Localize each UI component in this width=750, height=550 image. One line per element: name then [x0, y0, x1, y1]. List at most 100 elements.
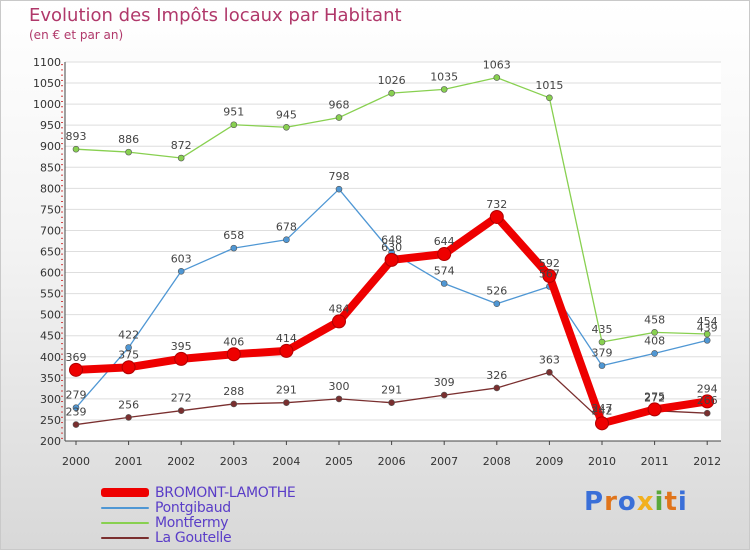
data-label-pontgibaud-2006: 648	[381, 233, 402, 246]
point-la-goutelle-2009	[546, 369, 553, 376]
y-tick-label: 200	[40, 435, 61, 448]
logo-letter: i	[654, 487, 665, 517]
legend-swatch-pontgibaud	[101, 506, 149, 509]
x-tick-label-2009: 2009	[535, 455, 563, 468]
data-label-montfermy-2010: 435	[592, 323, 613, 336]
logo-letter: x	[636, 487, 655, 517]
point-bromont-lamothe-2011	[647, 402, 662, 417]
x-tick-label-2012: 2012	[693, 455, 721, 468]
data-label-montfermy-2011: 458	[644, 313, 665, 326]
x-tick-label-2008: 2008	[483, 455, 511, 468]
legend-label-pontgibaud: Pontgibaud	[155, 499, 231, 516]
logo-letter: t	[664, 487, 678, 517]
data-label-pontgibaud-2012: 439	[697, 321, 718, 334]
y-tick-label: 950	[40, 119, 61, 132]
data-label-pontgibaud-2008: 526	[486, 285, 507, 298]
legend-item-bromont-lamothe: BROMONT-LAMOTHE	[101, 484, 296, 501]
legend-label-la-goutelle: La Goutelle	[155, 529, 232, 546]
chart-subtitle: (en € et par an)	[29, 28, 124, 42]
point-pontgibaud-2008	[493, 300, 501, 308]
data-label-montfermy-2009: 1015	[535, 79, 563, 92]
point-la-goutelle-2004	[283, 399, 290, 406]
point-montfermy-2004	[283, 123, 290, 131]
data-label-la-goutelle-2007: 309	[434, 376, 455, 389]
point-bromont-lamothe-2008	[489, 209, 504, 224]
point-la-goutelle-2003	[230, 400, 238, 408]
data-label-la-goutelle-2001: 256	[118, 398, 139, 411]
data-label-bromont-lamothe-2008: 732	[486, 198, 507, 211]
data-label-la-goutelle-2003: 288	[223, 385, 244, 398]
legend-item-pontgibaud: Pontgibaud	[101, 499, 295, 516]
point-montfermy-2002	[177, 154, 185, 162]
data-label-pontgibaud-2005: 798	[329, 170, 350, 183]
point-montfermy-2007	[440, 86, 448, 93]
point-pontgibaud-2011	[651, 350, 658, 357]
data-label-la-goutelle-2010: 247	[592, 402, 613, 415]
data-label-bromont-lamothe-2011: 275	[644, 390, 665, 403]
data-label-la-goutelle-2005: 300	[329, 380, 350, 393]
data-label-montfermy-2006: 1026	[378, 74, 406, 87]
chart-legend: BROMONT-LAMOTHE Pontgibaud Montfermy La …	[101, 484, 296, 546]
point-pontgibaud-2005	[335, 185, 343, 193]
data-label-montfermy-2000: 893	[66, 130, 87, 143]
data-label-pontgibaud-2000: 279	[66, 389, 87, 402]
point-pontgibaud-2010	[598, 362, 606, 369]
data-label-pontgibaud-2009: 567	[539, 267, 560, 280]
point-bromont-lamothe-2005	[332, 314, 346, 329]
point-la-goutelle-2002	[177, 407, 185, 414]
x-tick-label-2011: 2011	[641, 455, 669, 468]
point-bromont-lamothe-2009	[542, 268, 557, 283]
data-label-montfermy-2004: 945	[276, 108, 297, 121]
point-la-goutelle-2012	[703, 409, 711, 417]
data-label-pontgibaud-2007: 574	[434, 265, 455, 278]
data-label-bromont-lamothe-2005: 484	[329, 302, 350, 315]
point-montfermy-2011	[651, 329, 658, 336]
point-pontgibaud-2007	[440, 280, 448, 287]
data-label-montfermy-2001: 886	[118, 133, 139, 146]
data-label-bromont-lamothe-2007: 644	[434, 235, 455, 248]
data-label-la-goutelle-2008: 326	[486, 369, 507, 382]
logo-letter: P	[584, 487, 605, 517]
point-montfermy-2008	[493, 74, 501, 81]
point-montfermy-2005	[335, 114, 343, 121]
point-pontgibaud-2012	[703, 337, 711, 344]
y-tick-label: 800	[40, 182, 61, 195]
data-label-pontgibaud-2002: 603	[171, 252, 192, 265]
data-label-pontgibaud-2003: 658	[223, 229, 244, 242]
data-label-bromont-lamothe-2001: 375	[118, 348, 139, 361]
legend-label-montfermy: Montfermy	[155, 514, 229, 531]
data-label-montfermy-2007: 1035	[430, 70, 458, 83]
point-pontgibaud-2003	[230, 244, 238, 252]
data-label-montfermy-2003: 951	[223, 106, 244, 119]
y-tick-label: 900	[40, 140, 61, 153]
y-tick-label: 400	[40, 351, 61, 364]
logo-letter: o	[617, 487, 637, 517]
point-bromont-lamothe-2000	[69, 362, 83, 377]
data-label-bromont-lamothe-2010: 242	[592, 404, 613, 417]
data-label-bromont-lamothe-2002: 395	[171, 340, 192, 353]
data-label-la-goutelle-2000: 239	[66, 406, 87, 419]
logo-letter: i	[677, 487, 688, 517]
point-pontgibaud-2002	[177, 267, 185, 275]
legend-swatch-montfermy	[101, 521, 149, 524]
legend-swatch-bromont-lamothe	[101, 488, 149, 497]
data-label-bromont-lamothe-2003: 406	[223, 335, 244, 348]
data-label-pontgibaud-2004: 678	[276, 221, 297, 234]
x-tick-label-2002: 2002	[167, 455, 195, 468]
y-tick-label: 700	[40, 224, 61, 237]
data-label-pontgibaud-2001: 422	[118, 329, 139, 342]
data-label-la-goutelle-2004: 291	[276, 384, 297, 397]
data-label-la-goutelle-2011: 272	[644, 392, 665, 405]
x-tick-label-2003: 2003	[220, 455, 248, 468]
data-label-montfermy-2008: 1063	[483, 59, 511, 72]
data-label-bromont-lamothe-2004: 414	[276, 332, 297, 345]
legend-label-bromont-lamothe: BROMONT-LAMOTHE	[155, 484, 296, 501]
y-tick-label: 250	[40, 414, 61, 427]
point-bromont-lamothe-2010	[595, 416, 609, 431]
legend-item-montfermy: Montfermy	[101, 514, 295, 531]
y-tick-label: 300	[40, 393, 61, 406]
y-tick-label: 850	[40, 161, 61, 174]
point-bromont-lamothe-2007	[437, 247, 452, 262]
point-la-goutelle-2006	[388, 399, 395, 406]
point-montfermy-2009	[546, 94, 553, 102]
